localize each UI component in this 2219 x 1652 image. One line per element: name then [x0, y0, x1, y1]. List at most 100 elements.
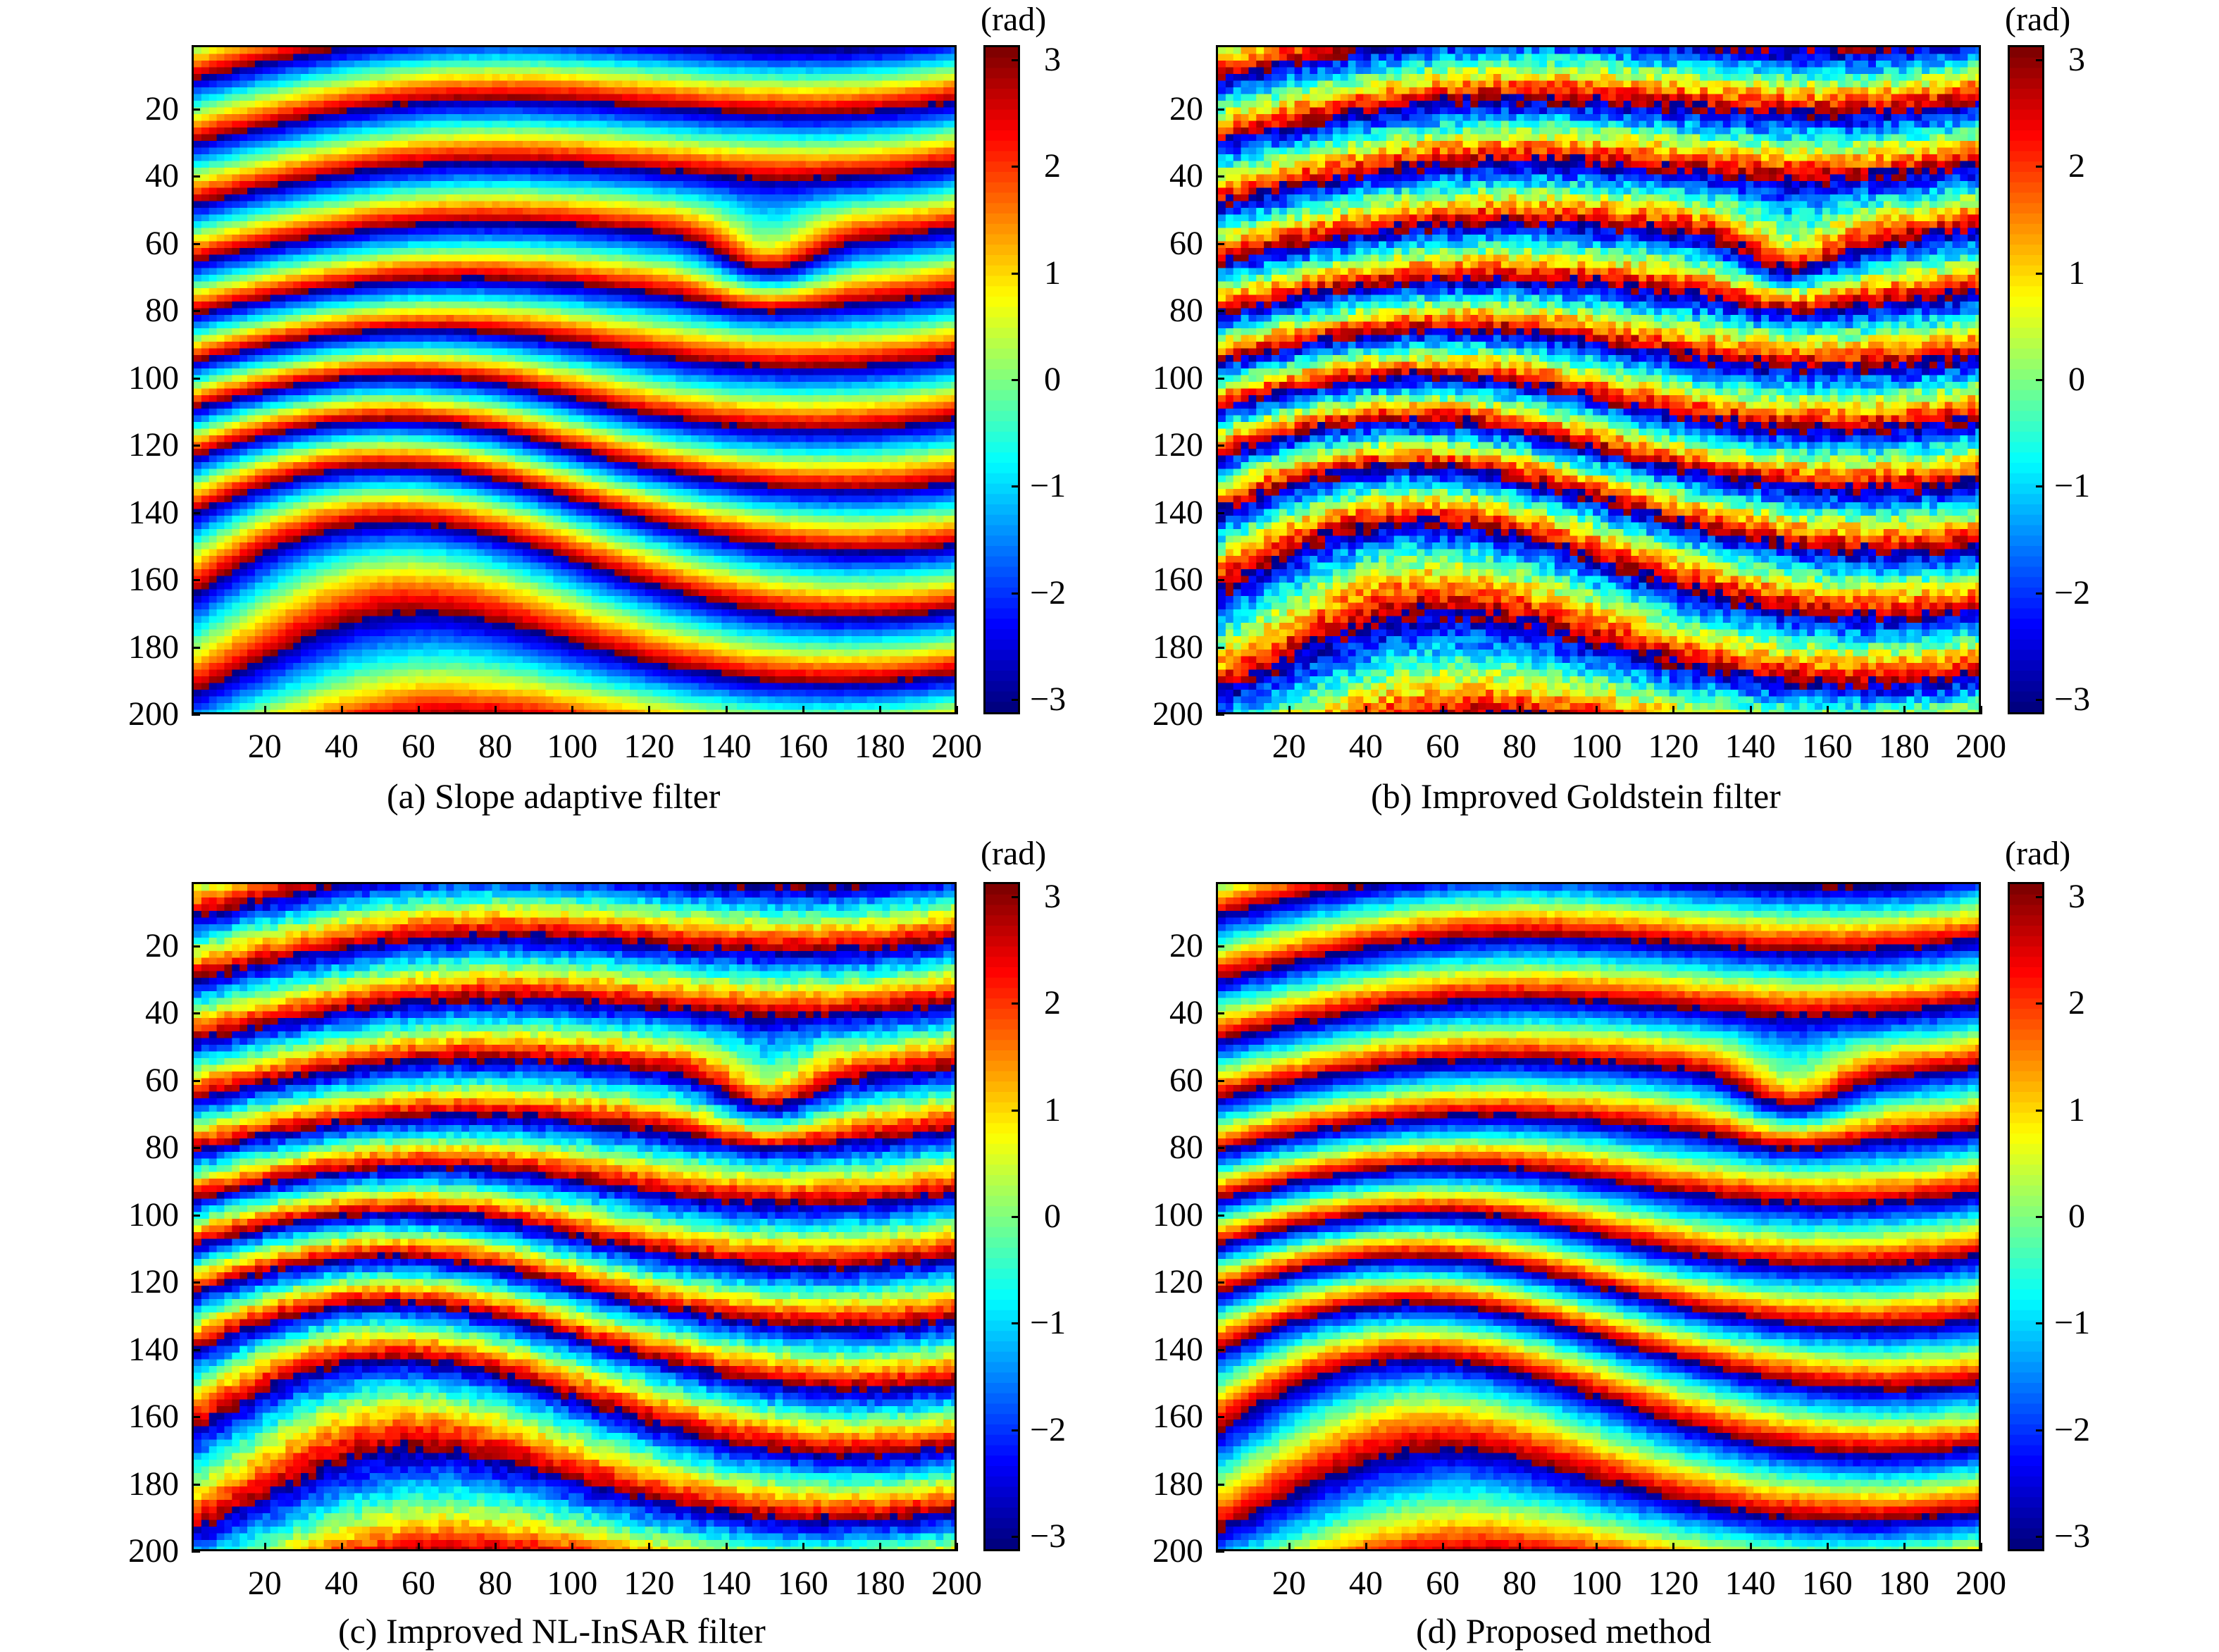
phase-cell [828, 168, 837, 175]
phase-cell [331, 221, 340, 229]
phase-cell [652, 288, 661, 296]
phase-cell [194, 201, 202, 209]
phase-cell [714, 208, 722, 216]
phase-cell [209, 375, 218, 383]
phase-cell [920, 221, 929, 229]
phase-cell [553, 187, 561, 195]
phase-cell [232, 241, 240, 249]
phase-cell [201, 194, 210, 202]
phase-cell [515, 154, 523, 162]
phase-cell [897, 47, 906, 55]
phase-cell [721, 161, 730, 168]
phase-cell [476, 67, 485, 75]
phase-cell [698, 168, 707, 175]
phase-cell [928, 261, 937, 269]
phase-cell [928, 335, 937, 342]
phase-cell [209, 221, 218, 229]
phase-cell [920, 348, 929, 356]
phase-cell [936, 174, 944, 182]
phase-cell [461, 181, 470, 189]
phase-cell [377, 154, 386, 162]
phase-cell [729, 47, 738, 55]
phase-cell [813, 168, 822, 175]
phase-cell [599, 355, 608, 363]
phase-cell [484, 281, 493, 289]
phase-cell [943, 335, 952, 342]
phase-cell [759, 308, 769, 316]
phase-cell [614, 120, 623, 128]
phase-cell [438, 342, 447, 349]
phase-cell [354, 107, 363, 115]
phase-cell [836, 187, 845, 195]
phase-cell [476, 80, 485, 88]
phase-cell [537, 201, 547, 209]
phase-cell [369, 261, 378, 269]
phase-cell [912, 187, 921, 195]
phase-cell [936, 141, 944, 149]
phase-cell [454, 174, 462, 182]
phase-cell [897, 67, 906, 75]
phase-cell [652, 80, 661, 88]
phase-cell [507, 321, 516, 329]
phase-cell [201, 335, 210, 342]
phase-cell [759, 281, 769, 289]
phase-cell [301, 228, 309, 235]
phase-cell [240, 335, 248, 342]
phase-cell [201, 355, 210, 363]
phase-cell [247, 261, 256, 269]
phase-cell [216, 47, 225, 55]
phase-cell [652, 268, 661, 275]
phase-cell [607, 80, 615, 88]
phase-cell [637, 87, 646, 95]
phase-cell [591, 302, 600, 309]
phase-cell [737, 261, 745, 269]
phase-cell [240, 87, 248, 95]
phase-cell [392, 47, 401, 55]
phase-cell [270, 375, 279, 383]
phase-cell [369, 187, 378, 195]
phase-cell [468, 187, 478, 195]
phase-cell [285, 168, 294, 175]
phase-cell [285, 241, 294, 249]
phase-cell [278, 47, 286, 55]
phase-cell [499, 54, 508, 61]
phase-cell [790, 348, 799, 356]
phase-cell [408, 74, 416, 82]
phase-cell [805, 275, 814, 282]
phase-cell [622, 235, 630, 242]
phase-cell [468, 181, 478, 189]
phase-cell [797, 107, 807, 115]
phase-cell [468, 294, 478, 302]
phase-cell [790, 321, 799, 329]
phase-cell [882, 87, 890, 95]
phase-cell [254, 361, 263, 369]
phase-cell [415, 342, 424, 349]
phase-cell [323, 114, 332, 122]
phase-cell [468, 302, 478, 309]
phase-cell [821, 328, 830, 336]
phase-cell [430, 241, 440, 249]
phase-cell [683, 361, 692, 369]
phase-cell [461, 141, 470, 149]
phase-cell [545, 328, 554, 336]
phase-cell [890, 134, 898, 142]
phase-cell [866, 361, 876, 369]
phase-cell [293, 288, 302, 296]
phase-cell [254, 228, 263, 235]
phase-cell [706, 261, 715, 269]
phase-cell [285, 94, 294, 101]
phase-cell [530, 368, 539, 376]
phase-cell [637, 361, 646, 369]
phase-cell [951, 248, 955, 256]
phase-cell [201, 241, 210, 249]
phase-cell [468, 214, 478, 222]
phase-cell [285, 342, 294, 349]
phase-cell [928, 101, 937, 108]
phase-cell [423, 161, 432, 168]
phase-cell [446, 355, 454, 363]
phase-cell [737, 141, 745, 149]
phase-cell [454, 74, 462, 82]
phase-cell [714, 67, 722, 75]
phase-cell [530, 161, 539, 168]
phase-cell [721, 248, 730, 256]
